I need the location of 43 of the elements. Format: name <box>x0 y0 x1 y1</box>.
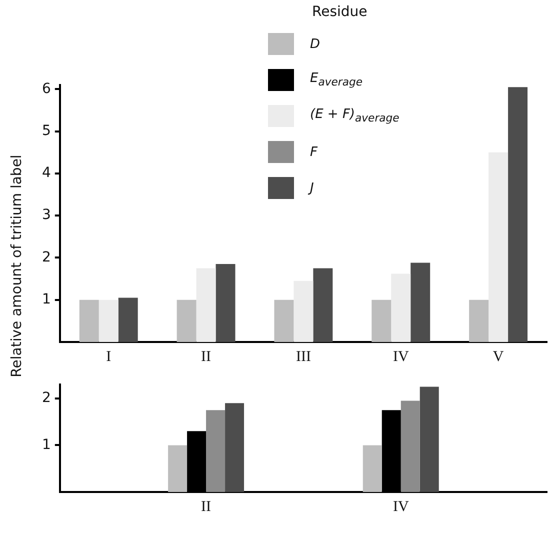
y-tick-label: 1 <box>42 436 51 453</box>
bar <box>362 445 382 492</box>
y-axis-title: Relative amount of tritium label <box>9 154 25 380</box>
x-tick-label: II <box>201 498 212 515</box>
x-tick-label: II <box>201 348 212 365</box>
y-tick-label: 6 <box>42 80 51 97</box>
bar <box>274 300 294 342</box>
bar <box>168 445 188 492</box>
bar <box>294 280 314 342</box>
legend-label: (E + F)$_{average}$ <box>310 107 400 125</box>
x-tick-label: I <box>106 348 112 365</box>
x-tick-label: IV <box>392 348 409 365</box>
bar <box>372 300 392 342</box>
bar <box>79 300 99 342</box>
bar <box>118 298 138 342</box>
x-tick-label: IV <box>392 498 409 515</box>
y-tick-label: 2 <box>42 390 51 406</box>
legend-label: J <box>310 180 314 196</box>
y-tick-label: 3 <box>42 207 51 224</box>
bar <box>176 300 196 342</box>
bar <box>508 87 528 342</box>
bar <box>420 386 439 492</box>
bar <box>216 264 236 342</box>
bar <box>98 300 118 342</box>
x-tick-label: V <box>492 348 504 365</box>
legend-label: E$_{average}$ <box>310 71 363 89</box>
legend-title: Residue <box>312 4 368 20</box>
bar <box>196 268 216 342</box>
y-tick-label: 2 <box>42 249 51 266</box>
x-tick-label: III <box>296 348 311 365</box>
bar <box>469 300 489 342</box>
bar <box>225 403 244 492</box>
bar <box>400 400 420 492</box>
y-tick-label: 5 <box>42 122 51 139</box>
bar <box>410 262 430 342</box>
y-tick-label: 4 <box>42 165 51 182</box>
bar <box>313 268 333 342</box>
y-tick-label: 1 <box>42 292 51 308</box>
bar <box>488 152 508 342</box>
bar <box>391 274 411 342</box>
legend-label: F <box>310 144 318 160</box>
legend-label: D <box>310 36 320 52</box>
bar <box>206 410 226 492</box>
